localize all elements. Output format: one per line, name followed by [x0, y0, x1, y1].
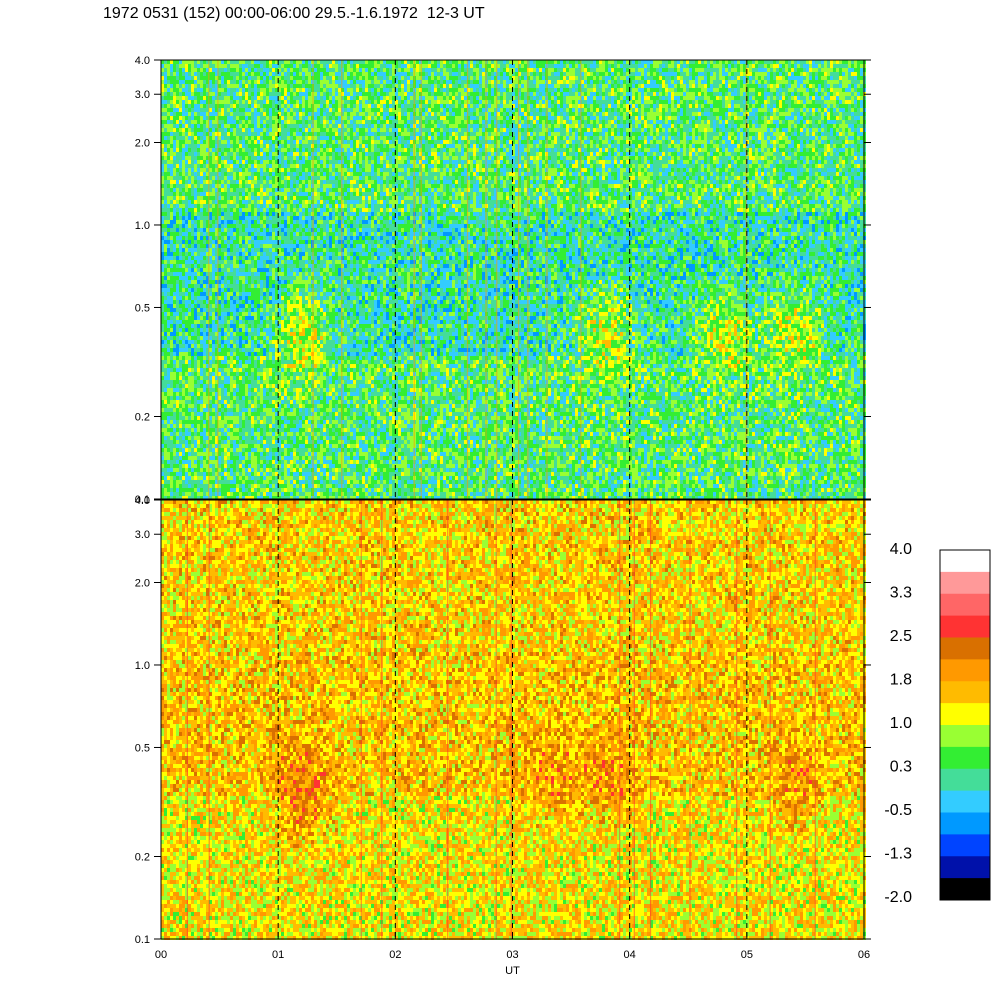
x-tick-label: 04	[624, 949, 636, 961]
colorbar-band	[940, 834, 990, 856]
colorbar-band	[940, 550, 990, 572]
y-tick-label: 3.0	[135, 89, 150, 101]
colorbar-label: -1.3	[884, 846, 912, 863]
colorbar-band	[940, 813, 990, 835]
colorbar-label: 4.0	[890, 541, 912, 558]
y-tick-label: 3.0	[135, 529, 150, 541]
colorbar-band	[940, 703, 990, 725]
colorbar-band	[940, 725, 990, 747]
colorbar-band	[940, 681, 990, 703]
y-tick-label: 4.0	[135, 55, 150, 67]
y-tick-label: 2.0	[135, 577, 150, 589]
colorbar-label: 2.5	[890, 628, 912, 645]
x-tick-label: 06	[858, 949, 870, 961]
x-tick-label: 02	[389, 949, 401, 961]
x-axis-label: UT	[505, 965, 520, 977]
y-tick-label: 2.0	[135, 137, 150, 149]
y-tick-label: 0.5	[135, 302, 150, 314]
colorbar-band	[940, 856, 990, 878]
colorbar-band	[940, 791, 990, 813]
colorbar-band	[940, 638, 990, 660]
heatmap-panel-upper	[161, 60, 866, 500]
x-tick-label: 03	[506, 949, 518, 961]
y-tick-label: 0.5	[135, 742, 150, 754]
colorbar-band	[940, 747, 990, 769]
y-tick-label: 1.0	[135, 220, 150, 232]
colorbar-label: -0.5	[884, 802, 912, 819]
y-tick-label: 0.2	[135, 412, 150, 424]
y-tick-label: 0.2	[135, 852, 150, 864]
colorbar-label: 1.8	[890, 672, 912, 689]
colorbar-label: 3.3	[890, 585, 912, 602]
colorbar-band	[940, 572, 990, 594]
x-tick-label: 05	[741, 949, 753, 961]
colorbar-label: 1.0	[890, 715, 912, 732]
colorbar-band	[940, 878, 990, 900]
colorbar-label: -2.0	[884, 889, 912, 906]
colorbar-band	[940, 769, 990, 791]
y-tick-label: 0.1	[135, 934, 150, 946]
colorbar-band	[940, 594, 990, 616]
y-tick-label: 1.0	[135, 660, 150, 672]
colorbar-band	[940, 616, 990, 638]
colorbar-band	[940, 659, 990, 681]
x-tick-label: 01	[272, 949, 284, 961]
x-tick-label: 00	[155, 949, 167, 961]
y-tick-label: 4.0	[135, 495, 150, 507]
colorbar-label: 0.3	[890, 759, 912, 776]
heatmap-panel-lower	[161, 500, 866, 940]
